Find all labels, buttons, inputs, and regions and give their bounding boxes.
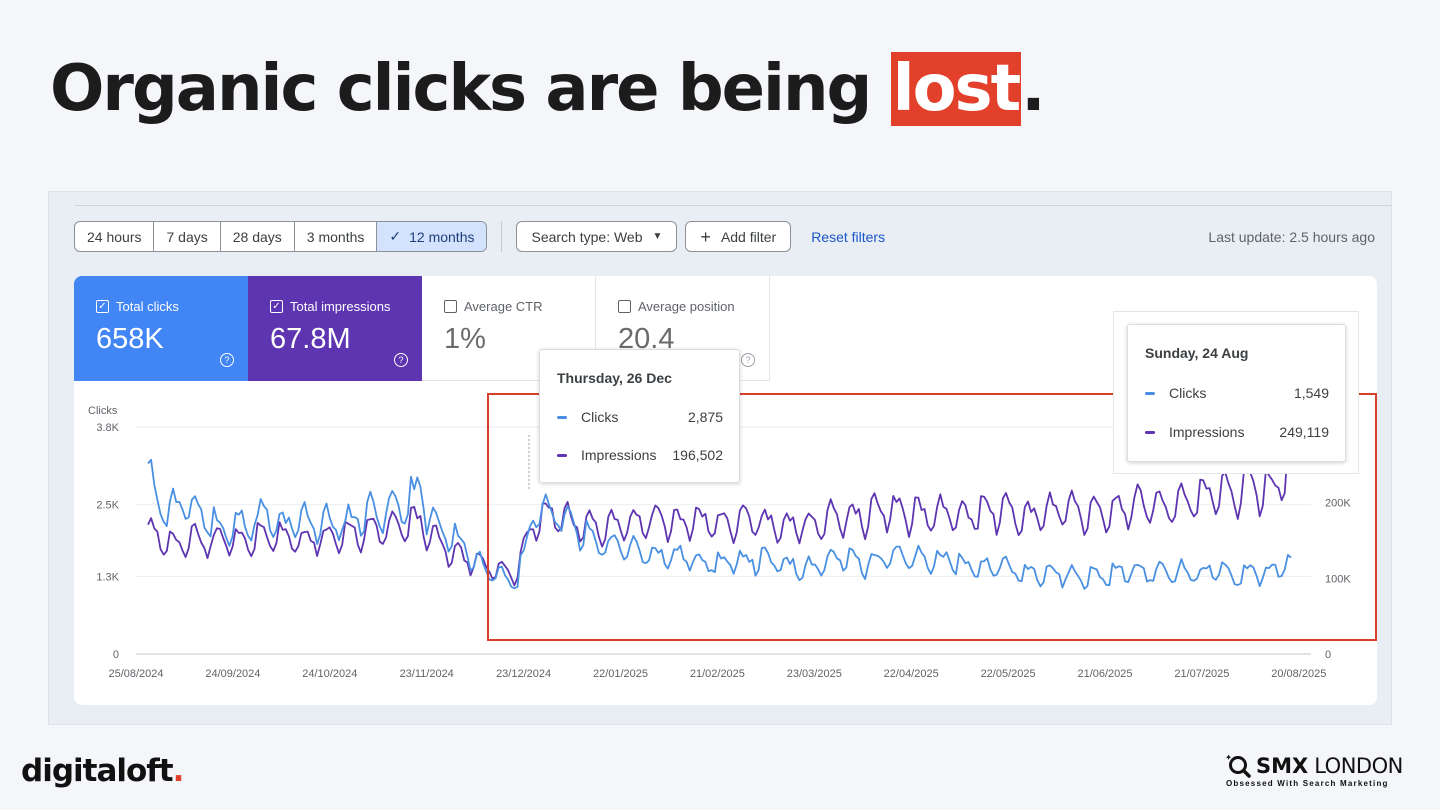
clicks-swatch-icon xyxy=(557,415,567,419)
caret-down-icon: ▼ xyxy=(652,231,663,242)
y-right-tick-label: 0 xyxy=(1325,649,1331,661)
clicks-line xyxy=(147,458,1292,590)
tooltip-value: 1,549 xyxy=(1293,385,1329,401)
tooltip-value: 196,502 xyxy=(672,447,723,463)
search-type-dropdown[interactable]: Search type: Web ▼ xyxy=(516,221,678,252)
help-icon[interactable]: ? xyxy=(394,353,408,367)
title-lead: Organic clicks are being xyxy=(50,52,891,126)
x-tick-label: 22/04/2025 xyxy=(884,668,939,680)
y-right-tick-label: 200K xyxy=(1325,498,1351,510)
digitaloft-logo: digitaloft. xyxy=(21,753,184,789)
plus-icon: + xyxy=(700,226,711,247)
impressions-line xyxy=(147,445,1292,587)
panel-divider xyxy=(75,205,1391,206)
clicks-swatch-icon xyxy=(1145,391,1155,395)
checkbox-empty-icon[interactable] xyxy=(618,300,631,313)
metric-value: 67.8M xyxy=(270,323,351,355)
x-tick-label: 20/08/2025 xyxy=(1271,668,1326,680)
x-tick-label: 23/12/2024 xyxy=(496,668,551,680)
tooltip-24-aug: Sunday, 24 Aug Clicks 1,549 Impressions 24… xyxy=(1127,324,1346,462)
smx-london-logo: SMX LONDON Obsessed With Search Marketing xyxy=(1226,754,1403,788)
metric-label: Total impressions xyxy=(290,299,391,314)
tooltip-row-impressions: Impressions 196,502 xyxy=(557,447,723,463)
metric-value: 658K xyxy=(96,323,164,355)
x-tick-label: 23/11/2024 xyxy=(400,668,454,680)
search-type-label: Search type: Web xyxy=(531,228,643,245)
range-7-days[interactable]: 7 days xyxy=(154,222,221,251)
title-highlight: lost xyxy=(890,52,1022,126)
range-12-months[interactable]: ✓ 12 months xyxy=(377,222,487,251)
x-tick-label: 21/02/2025 xyxy=(690,668,745,680)
tooltip-row-clicks: Clicks 1,549 xyxy=(1145,385,1329,401)
x-tick-label: 24/10/2024 xyxy=(302,668,357,680)
date-range-selector: 24 hours 7 days 28 days 3 months ✓ 12 mon… xyxy=(74,221,488,252)
metric-tile-clicks[interactable]: ✓ Total clicks 658K ? xyxy=(74,276,248,381)
y-tick-label: 1.3K xyxy=(96,571,119,583)
impressions-swatch-icon xyxy=(1145,430,1155,434)
x-tick-label: 24/09/2024 xyxy=(205,668,260,680)
x-tick-label: 23/03/2025 xyxy=(787,668,842,680)
checkbox-checked-icon[interactable]: ✓ xyxy=(96,300,109,313)
tooltip-value: 249,119 xyxy=(1279,424,1329,440)
tooltip-value: 2,875 xyxy=(687,409,723,425)
range-24-hours[interactable]: 24 hours xyxy=(75,222,155,251)
impressions-swatch-icon xyxy=(557,453,567,457)
x-tick-label: 22/01/2025 xyxy=(593,668,648,680)
help-icon[interactable]: ? xyxy=(741,353,755,367)
metric-label: Average position xyxy=(638,299,735,314)
performance-card: ✓ Total clicks 658K ? ✓ Total impressions … xyxy=(74,276,1377,705)
y-tick-label: 0 xyxy=(113,649,119,661)
metric-value: 1% xyxy=(444,323,486,355)
y-tick-label: 2.5K xyxy=(96,500,119,512)
range-28-days[interactable]: 28 days xyxy=(221,222,295,251)
tooltip-row-clicks: Clicks 2,875 xyxy=(557,409,723,425)
range-3-months[interactable]: 3 months xyxy=(295,222,378,251)
x-tick-label: 21/06/2025 xyxy=(1077,668,1132,680)
title-period: . xyxy=(1021,52,1045,126)
add-filter-button[interactable]: + Add filter xyxy=(685,221,792,252)
range-12-months-label: 12 months xyxy=(409,228,475,245)
y-axis-label: Clicks xyxy=(88,405,118,417)
y-tick-label: 3.8K xyxy=(96,422,119,434)
tooltip-26-dec: Thursday, 26 Dec Clicks 2,875 Impressions… xyxy=(539,349,740,483)
help-icon[interactable]: ? xyxy=(220,353,234,367)
x-tick-label: 22/05/2025 xyxy=(981,668,1036,680)
magnifier-icon xyxy=(1226,754,1251,778)
tooltip-label: Impressions xyxy=(581,447,657,463)
y-right-tick-label: 100K xyxy=(1325,573,1351,585)
tooltip-row-impressions: Impressions 249,119 xyxy=(1145,424,1329,440)
reset-filters-link[interactable]: Reset filters xyxy=(811,228,886,245)
add-filter-label: Add filter xyxy=(720,228,777,245)
metric-tile-impressions[interactable]: ✓ Total impressions 67.8M ? xyxy=(248,276,422,381)
tooltip-label: Clicks xyxy=(581,409,619,425)
x-tick-label: 21/07/2025 xyxy=(1174,668,1229,680)
tooltip-label: Impressions xyxy=(1169,424,1245,440)
slide-title: Organic clicks are being lost. xyxy=(50,52,1046,126)
checkbox-empty-icon[interactable] xyxy=(444,300,457,313)
x-tick-label: 25/08/2024 xyxy=(108,668,163,680)
toolbar-divider xyxy=(501,221,503,252)
tooltip-label: Clicks xyxy=(1169,385,1207,401)
check-icon: ✓ xyxy=(389,228,402,244)
metric-label: Average CTR xyxy=(464,299,543,314)
tooltip-date: Thursday, 26 Dec xyxy=(557,370,672,386)
date-range-toolbar: 24 hours 7 days 28 days 3 months ✓ 12 mon… xyxy=(74,221,885,252)
checkbox-checked-icon[interactable]: ✓ xyxy=(270,300,283,313)
last-update-text: Last update: 2.5 hours ago xyxy=(1208,229,1375,245)
metric-label: Total clicks xyxy=(116,299,179,314)
tooltip-date: Sunday, 24 Aug xyxy=(1145,345,1249,361)
highlight-box xyxy=(487,393,1377,641)
